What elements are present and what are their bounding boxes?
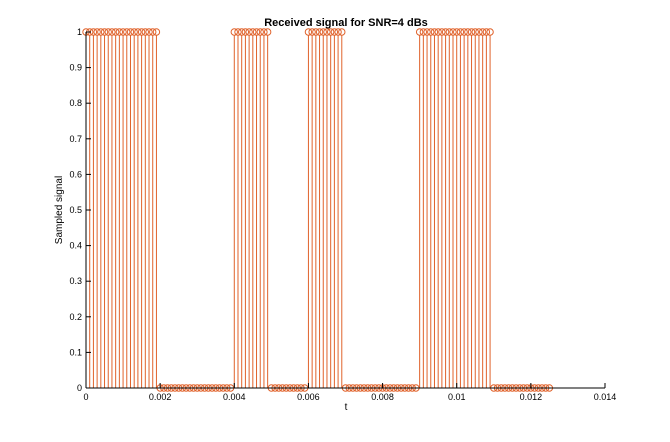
chart-title: Received signal for SNR=4 dBs bbox=[264, 17, 428, 29]
stem-marker bbox=[315, 28, 324, 36]
y-tick-label: 0.7 bbox=[69, 134, 82, 144]
stem-marker bbox=[252, 28, 261, 36]
x-tick-label: 0.002 bbox=[149, 392, 172, 402]
x-tick-label: 0.01 bbox=[448, 392, 466, 402]
stem-marker bbox=[89, 28, 98, 36]
stem-marker bbox=[308, 28, 316, 36]
stem-marker bbox=[475, 28, 483, 36]
stem-marker bbox=[241, 28, 250, 36]
stem-marker bbox=[130, 28, 138, 36]
x-axis-label: t bbox=[345, 402, 348, 413]
stem-marker bbox=[145, 28, 153, 36]
stem-marker bbox=[464, 28, 472, 36]
y-tick-label: 0.5 bbox=[69, 205, 82, 215]
stem-marker bbox=[478, 28, 487, 36]
stem-marker bbox=[249, 28, 257, 36]
y-tick-label: 0.4 bbox=[69, 241, 82, 251]
stem-marker bbox=[149, 28, 157, 36]
stem-marker bbox=[256, 28, 264, 36]
stem-marker bbox=[260, 28, 268, 36]
y-tick-label: 0.9 bbox=[69, 63, 82, 73]
stem-marker bbox=[460, 28, 468, 36]
y-tick-label: 0.3 bbox=[69, 276, 82, 286]
stem-marker bbox=[467, 28, 476, 36]
stem-marker bbox=[93, 28, 101, 36]
stem-marker bbox=[438, 28, 446, 36]
x-tick-label: 0.004 bbox=[223, 392, 246, 402]
x-tick-label: 0.014 bbox=[594, 392, 617, 402]
stem-marker bbox=[119, 28, 127, 36]
stem-marker bbox=[449, 28, 457, 36]
stem-marker bbox=[108, 28, 116, 36]
stem-marker bbox=[334, 28, 342, 36]
x-tick-label: 0 bbox=[83, 392, 88, 402]
stem-marker bbox=[238, 28, 246, 36]
stem-marker bbox=[230, 28, 238, 36]
stem-marker bbox=[134, 28, 142, 36]
y-tick-label: 0.1 bbox=[69, 347, 82, 357]
stem-marker bbox=[323, 28, 331, 36]
stem-marker bbox=[123, 28, 131, 36]
stem-marker bbox=[338, 28, 346, 36]
stem-marker bbox=[137, 28, 146, 36]
stem-marker bbox=[304, 28, 313, 36]
stem-marker bbox=[441, 28, 450, 36]
stem-marker bbox=[100, 28, 109, 36]
stem-marker bbox=[115, 28, 124, 36]
stem-marker bbox=[319, 28, 327, 36]
y-tick-label: 0.2 bbox=[69, 312, 82, 322]
y-tick-label: 0.6 bbox=[69, 169, 82, 179]
stem-marker bbox=[104, 28, 112, 36]
plot-area bbox=[82, 28, 554, 392]
y-tick-label: 0 bbox=[77, 383, 82, 393]
stem-marker bbox=[427, 28, 435, 36]
stem-marker bbox=[245, 28, 253, 36]
stem-marker bbox=[471, 28, 479, 36]
stem-marker bbox=[330, 28, 339, 36]
stem-marker bbox=[453, 28, 461, 36]
stem-marker bbox=[430, 28, 439, 36]
stem-marker bbox=[312, 28, 320, 36]
stem-marker bbox=[486, 28, 494, 36]
stem-marker bbox=[326, 28, 335, 36]
stem-marker bbox=[111, 28, 120, 36]
stem-marker bbox=[419, 28, 428, 36]
stem-marker bbox=[434, 28, 442, 36]
stem-marker bbox=[152, 28, 161, 36]
stem-marker bbox=[141, 28, 150, 36]
stem-marker bbox=[482, 28, 491, 36]
x-tick-label: 0.012 bbox=[520, 392, 543, 402]
stem-marker bbox=[126, 28, 135, 36]
stem-marker bbox=[423, 28, 431, 36]
x-tick-label: 0.006 bbox=[297, 392, 320, 402]
stem-marker bbox=[445, 28, 453, 36]
stem-marker bbox=[234, 28, 242, 36]
axis-ticks: 0 0.002 0.004 0.006 0.008 0.01 0.012 0.014 0 0.1 0… bbox=[69, 27, 616, 402]
y-axis-label: Sampled signal bbox=[54, 176, 65, 244]
y-tick-label: 0.8 bbox=[69, 98, 82, 108]
stem-marker bbox=[415, 28, 424, 36]
y-tick-label: 1 bbox=[77, 27, 82, 37]
stem-marker bbox=[263, 28, 272, 36]
stem-marker bbox=[97, 28, 105, 36]
stem-marker bbox=[456, 28, 465, 36]
x-tick-label: 0.008 bbox=[371, 392, 394, 402]
